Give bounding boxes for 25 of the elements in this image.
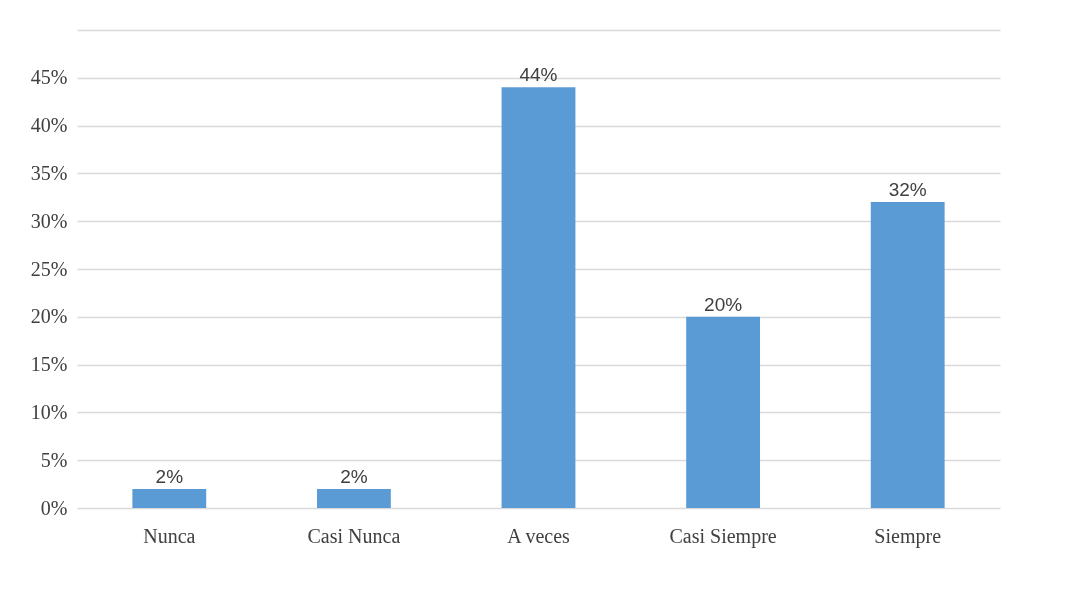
y-tick-label: 35% bbox=[30, 161, 68, 184]
y-tick-label: 30% bbox=[30, 209, 68, 232]
y-tick-label: 5% bbox=[40, 448, 68, 471]
y-tick-label: 0% bbox=[40, 496, 68, 519]
bar bbox=[501, 87, 576, 508]
x-tick-label: Nunca bbox=[143, 524, 196, 547]
x-tick-label: Casi Siempre bbox=[669, 524, 777, 548]
data-label: 44% bbox=[519, 64, 558, 86]
data-label: 2% bbox=[340, 465, 368, 487]
bar bbox=[686, 316, 761, 508]
data-label: 32% bbox=[888, 179, 927, 201]
y-tick-label: 40% bbox=[30, 114, 68, 137]
data-label: 20% bbox=[704, 293, 743, 315]
x-tick-label: Siempre bbox=[874, 524, 942, 548]
y-tick-label: 45% bbox=[30, 66, 68, 89]
x-tick-label: Casi Nunca bbox=[307, 524, 401, 547]
bar bbox=[132, 488, 207, 508]
bar bbox=[316, 488, 391, 508]
data-label: 2% bbox=[155, 465, 184, 487]
bar bbox=[870, 202, 945, 508]
y-tick-label: 25% bbox=[30, 257, 68, 280]
y-tick-label: 20% bbox=[30, 305, 68, 328]
x-tick-label: A veces bbox=[507, 524, 571, 547]
y-tick-label: 10% bbox=[30, 400, 68, 423]
y-tick-label: 15% bbox=[30, 353, 68, 376]
